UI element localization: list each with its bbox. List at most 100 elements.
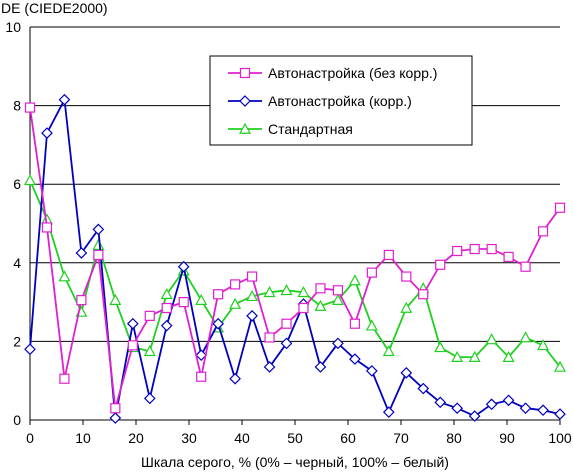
data-point (109, 412, 122, 424)
data-point (281, 318, 292, 329)
data-point (400, 366, 413, 379)
data-point (382, 406, 395, 418)
data-point (24, 343, 36, 356)
legend-item: Стандартная (228, 121, 353, 137)
data-point (280, 337, 293, 350)
data-point (178, 297, 189, 308)
data-point (332, 285, 344, 296)
y-tick-label: 8 (13, 98, 21, 114)
data-point (127, 340, 138, 351)
data-point (468, 410, 481, 422)
legend-label: Автонастройка (без корр.) (268, 65, 437, 81)
data-point (160, 287, 173, 300)
legend-item: Автонастройка (без корр.) (228, 65, 437, 81)
data-point (177, 260, 190, 273)
data-point (246, 310, 258, 322)
y-tick-label: 4 (13, 255, 21, 271)
data-point (537, 226, 549, 237)
data-point (41, 222, 53, 233)
data-point (400, 301, 413, 313)
data-point (485, 333, 498, 345)
data-point (469, 243, 480, 255)
data-point (418, 289, 429, 300)
series-line (29, 107, 561, 409)
data-point (297, 286, 310, 298)
data-point (160, 319, 173, 332)
x-tick-label: 80 (446, 430, 462, 446)
data-point (365, 319, 378, 331)
data-point (246, 271, 258, 282)
x-tick-label: 0 (26, 430, 34, 446)
data-point (401, 271, 412, 282)
data-point (264, 332, 275, 343)
data-point (75, 247, 88, 259)
data-point (263, 361, 276, 373)
y-tick-label: 6 (13, 176, 21, 192)
legend-label: Автонастройка (корр.) (268, 93, 412, 109)
series-line (29, 179, 561, 368)
legend: Автонастройка (без корр.) Автонастройка (… (209, 55, 473, 146)
data-point (366, 267, 377, 278)
data-point (349, 318, 360, 329)
data-point (485, 398, 498, 411)
data-point (417, 382, 430, 395)
x-tick-label: 30 (181, 430, 197, 446)
data-point (314, 361, 327, 373)
data-point (24, 102, 36, 113)
data-point (468, 350, 481, 362)
data-point (434, 396, 447, 409)
data-point (382, 344, 395, 357)
series-3 (23, 174, 567, 372)
data-point (451, 350, 464, 362)
data-point (434, 341, 447, 353)
data-point (41, 127, 53, 139)
data-point (143, 344, 156, 357)
data-point (452, 245, 463, 257)
x-axis-title: Шкала серого, % (0% – черный, 100% – бел… (141, 454, 449, 470)
y-tick-label: 2 (13, 333, 21, 349)
data-point (537, 404, 549, 417)
series-line (29, 96, 561, 419)
data-point (195, 293, 208, 305)
data-point (519, 402, 532, 415)
x-tick-label: 100 (548, 430, 572, 446)
data-point (144, 310, 155, 321)
data-point (553, 360, 567, 372)
legend-items: Автонастройка (без корр.) Автонастройка (… (228, 65, 437, 137)
x-tick-label: 20 (128, 430, 144, 446)
legend-item: Автонастройка (корр.) (228, 93, 412, 109)
data-point (58, 270, 71, 282)
x-tick-label: 40 (234, 430, 250, 446)
series-2 (24, 93, 566, 424)
data-point (298, 302, 309, 314)
data-point (229, 372, 241, 385)
data-point (554, 202, 566, 213)
data-point (315, 283, 326, 294)
y-tick-label: 0 (13, 412, 21, 428)
data-point (486, 243, 497, 255)
data-point (503, 251, 514, 263)
legend-marker (238, 122, 252, 134)
x-tick-label: 50 (287, 430, 303, 446)
data-point (348, 274, 361, 286)
data-point (196, 371, 207, 382)
data-point (126, 317, 139, 330)
data-point (93, 249, 104, 261)
data-point (554, 408, 566, 420)
data-point (519, 331, 532, 343)
x-tick-label: 90 (499, 430, 515, 446)
data-point (502, 350, 515, 362)
data-point (195, 349, 208, 362)
data-point (537, 339, 550, 351)
data-point (213, 289, 224, 300)
y-tick-labels: 0 2 4 6 8 10 (5, 19, 21, 428)
data-point (383, 249, 394, 261)
series-1 (24, 102, 566, 414)
data-point (314, 299, 327, 311)
data-point (502, 394, 515, 407)
data-point (212, 317, 224, 330)
data-point (331, 293, 344, 305)
data-point (520, 261, 531, 272)
x-tick-label: 10 (75, 430, 91, 446)
